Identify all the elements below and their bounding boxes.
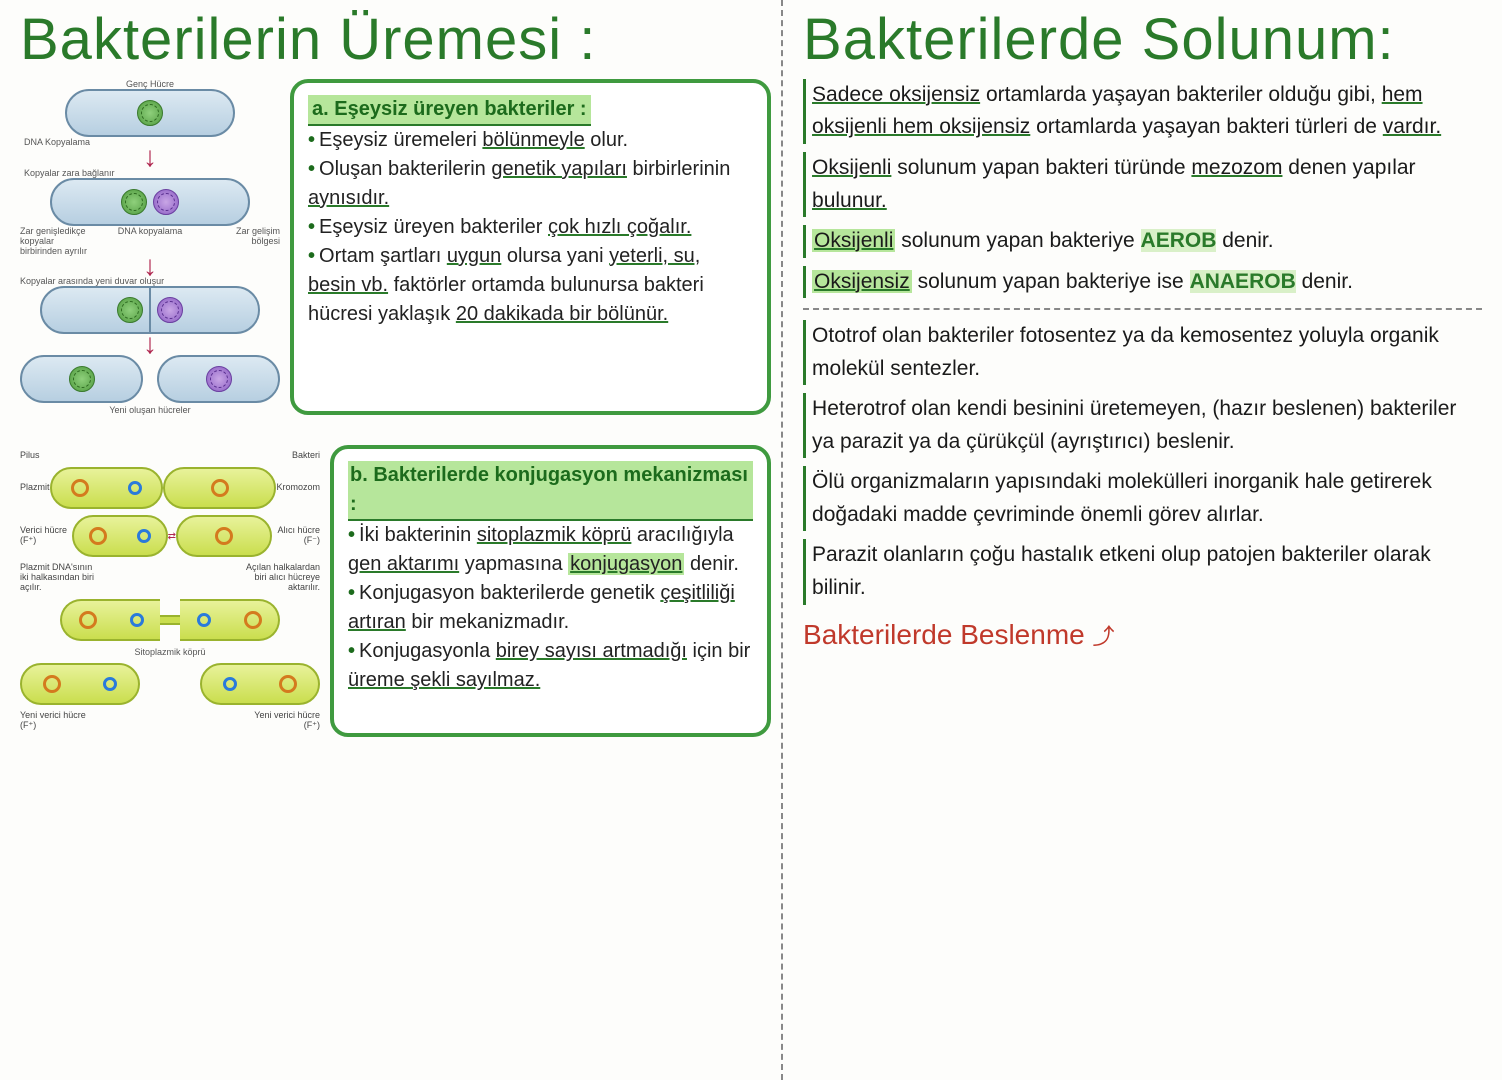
left-top-row: Genç Hücre DNA Kopyalama ↓ Kopyalar zara… <box>20 79 771 415</box>
anaerob-label: ANAEROB <box>1190 270 1296 293</box>
aerob-label: AEROB <box>1141 229 1217 252</box>
box-b-b1: İki bakterinin sitoplazmik köprü aracılı… <box>348 521 753 579</box>
box-a-b2: Oluşan bakterilerin genetik yapıları bir… <box>308 155 753 213</box>
right-title: Bakterilerde Solunum: <box>803 10 1482 71</box>
cell-4-row <box>20 355 280 403</box>
box-b-title: b. Bakterilerde konjugasyon mekanizması … <box>348 461 753 521</box>
r-p7: Ölü organizmaların yapısındaki molekülle… <box>803 466 1482 531</box>
box-a-b4: Ortam şartları uygun olursa yani yeterli… <box>308 242 753 329</box>
conj-plazmit: Plazmit <box>20 483 50 493</box>
fission-diagram: Genç Hücre DNA Kopyalama ↓ Kopyalar zara… <box>20 79 280 415</box>
cell-1 <box>65 89 235 137</box>
cell-2 <box>50 178 250 226</box>
conj-verici: Verici hücre (F⁺) <box>20 526 72 546</box>
conj-bakteri: Bakteri <box>292 451 320 461</box>
conj-yeni2: Yeni verici hücre (F⁺) <box>240 711 320 731</box>
box-a-title: a. Eşeysiz üreyen bakteriler : <box>308 95 591 126</box>
right-notes: Sadece oksijensiz ortamlarda yaşayan bak… <box>803 79 1482 656</box>
r-p5: Ototrof olan bakteriler fotosentez ya da… <box>803 320 1482 385</box>
curve-arrow-icon: ⤴ <box>1093 624 1115 649</box>
box-a-b1: Eşeysiz üremeleri bölünmeyle olur. <box>308 126 753 155</box>
bact-d2 <box>72 515 168 557</box>
left-column: Bakterilerin Üremesi : Genç Hücre DNA Ko… <box>0 0 781 1080</box>
fission-top-label: Genç Hücre <box>20 79 280 89</box>
fission-l3a: Zar genişledikçe kopyalar birbirinden ay… <box>20 226 90 256</box>
left-title: Bakterilerin Üremesi : <box>20 10 771 71</box>
arrow-down-icon: ↓ <box>20 258 280 275</box>
fission-l4: Kopyalar arasında yeni duvar oluşur <box>20 276 280 286</box>
bact-bridge-r <box>180 599 280 641</box>
box-a: a. Eşeysiz üreyen bakteriler : Eşeysiz ü… <box>290 79 771 415</box>
cell-4b <box>157 355 280 403</box>
r-p4: Oksijensiz solunum yapan bakteriye ise A… <box>803 266 1482 299</box>
right-column: Bakterilerde Solunum: Sadece oksijensiz … <box>781 0 1502 1080</box>
subheading-text: Bakterilerde Beslenme <box>803 619 1085 650</box>
box-b-b3: Konjugasyonla birey sayısı artmadığı içi… <box>348 637 753 695</box>
conj-step: Plazmit DNA'sının iki halkasından biri a… <box>20 563 100 593</box>
conj-pilus: Pilus <box>20 451 40 461</box>
page: Bakterilerin Üremesi : Genç Hücre DNA Ko… <box>0 0 1502 1080</box>
bact-bridge-l <box>60 599 160 641</box>
conj-yeni1: Yeni verici hücre (F⁺) <box>20 711 100 731</box>
arrow-down-icon: ↓ <box>20 336 280 353</box>
bact-r2 <box>176 515 272 557</box>
bact-donor <box>50 467 163 509</box>
r-p2: Oksijenli solunum yapan bakteri türünde … <box>803 152 1482 217</box>
box-b: b. Bakterilerde konjugasyon mekanizması … <box>330 445 771 736</box>
arrow-down-icon: ↓ <box>20 149 280 166</box>
box-b-b2: Konjugasyon bakterilerde genetik çeşitli… <box>348 579 753 637</box>
conj-step2: Açılan halkalardan biri alıcı hücreye ak… <box>240 563 320 593</box>
bact-new1 <box>20 663 140 705</box>
fission-bottom: Yeni oluşan hücreler <box>20 405 280 415</box>
conj-alici: Alıcı hücre (F⁻) <box>272 526 320 546</box>
box-a-b3: Eşeysiz üreyen bakteriler çok hızlı çoğa… <box>308 213 753 242</box>
conj-kromozom: Kromozom <box>276 483 320 493</box>
conj-kopru: Sitoplazmik köprü <box>20 647 320 657</box>
bact-recipient <box>163 467 276 509</box>
r-p6: Heterotrof olan kendi besinini üretemeye… <box>803 393 1482 458</box>
left-bottom-row: Pilus Bakteri Plazmit Kromozom Verici hü… <box>20 445 771 736</box>
r-p8: Parazit olanların çoğu hastalık etkeni o… <box>803 539 1482 604</box>
bact-new2 <box>200 663 320 705</box>
conjugation-diagram: Pilus Bakteri Plazmit Kromozom Verici hü… <box>20 445 320 736</box>
r-p3: Oksijenli solunum yapan bakteriye AEROB … <box>803 225 1482 258</box>
r-p1: Sadece oksijensiz ortamlarda yaşayan bak… <box>803 79 1482 144</box>
subheading: Bakterilerde Beslenme ⤴ <box>803 613 1482 656</box>
fission-l3c: Zar gelişim bölgesi <box>210 226 280 256</box>
dash-divider <box>803 308 1482 310</box>
cell-3 <box>40 286 260 334</box>
cell-4a <box>20 355 143 403</box>
